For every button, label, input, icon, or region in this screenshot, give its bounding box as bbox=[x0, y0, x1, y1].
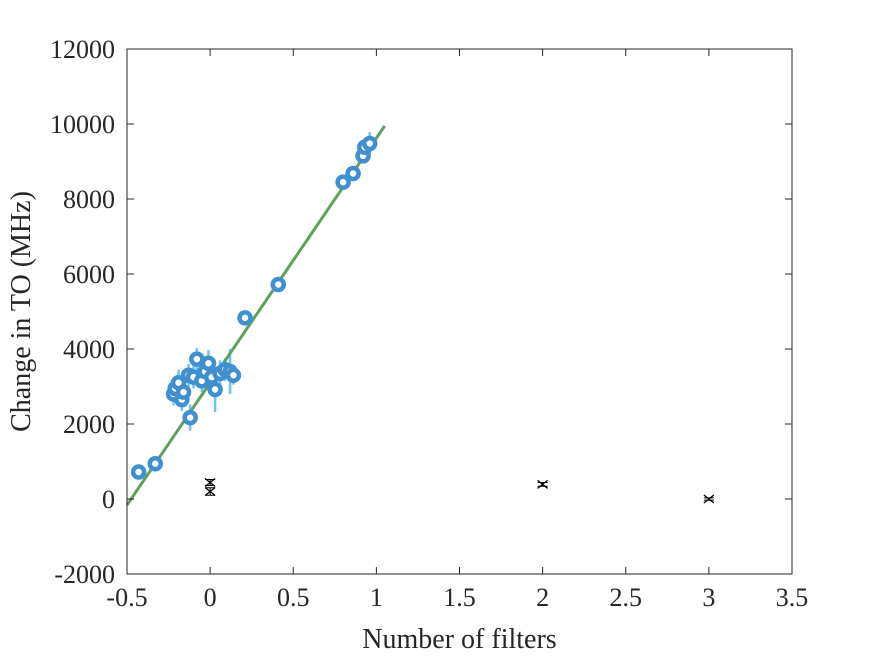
y-tick-label: 8000 bbox=[63, 185, 115, 214]
data-point bbox=[270, 276, 287, 293]
cross-marker bbox=[703, 494, 715, 504]
y-tick-label: 2000 bbox=[63, 410, 115, 439]
data-point bbox=[200, 355, 217, 371]
data-point bbox=[207, 381, 223, 398]
data-point bbox=[175, 384, 192, 400]
data-point bbox=[147, 456, 164, 472]
cross-marker bbox=[537, 479, 549, 489]
axis-ticks: -0.5 0 0.5 1 1.5 2 2.5 3 3.5 -2000 0 2000 4000 6000 80… bbox=[50, 35, 808, 612]
x-tick-label: 3 bbox=[702, 583, 715, 612]
x-tick-label: -0.5 bbox=[106, 583, 147, 612]
data-point bbox=[345, 165, 361, 182]
x-tick-label: 2 bbox=[536, 583, 549, 612]
x-tick-label: 1.5 bbox=[443, 583, 476, 612]
x-tick-label: 3.5 bbox=[776, 583, 809, 612]
data-point bbox=[189, 351, 205, 367]
data-point bbox=[335, 174, 351, 190]
y-tick-label: 10000 bbox=[50, 110, 115, 139]
cross-marker bbox=[204, 486, 216, 497]
data-point bbox=[225, 367, 242, 383]
chart-marks bbox=[125, 125, 715, 506]
y-axis-label: Change in TO (MHz) bbox=[6, 191, 37, 432]
x-axis-label: Number of filters bbox=[362, 624, 556, 655]
x-tick-label: 2.5 bbox=[610, 583, 643, 612]
y-tick-label: 6000 bbox=[63, 260, 115, 289]
data-point bbox=[361, 135, 378, 152]
y-tick-label: 0 bbox=[102, 485, 115, 514]
x-tick-label: 0 bbox=[204, 583, 217, 612]
cross-marker bbox=[204, 477, 216, 488]
data-point bbox=[182, 409, 198, 426]
y-tick-label: 12000 bbox=[50, 35, 115, 64]
y-tick-label: -2000 bbox=[54, 560, 115, 589]
y-tick-label: 4000 bbox=[63, 335, 115, 364]
data-point bbox=[130, 464, 147, 480]
x-tick-label: 1 bbox=[370, 583, 383, 612]
data-point bbox=[237, 310, 253, 326]
x-tick-label: 0.5 bbox=[277, 583, 310, 612]
